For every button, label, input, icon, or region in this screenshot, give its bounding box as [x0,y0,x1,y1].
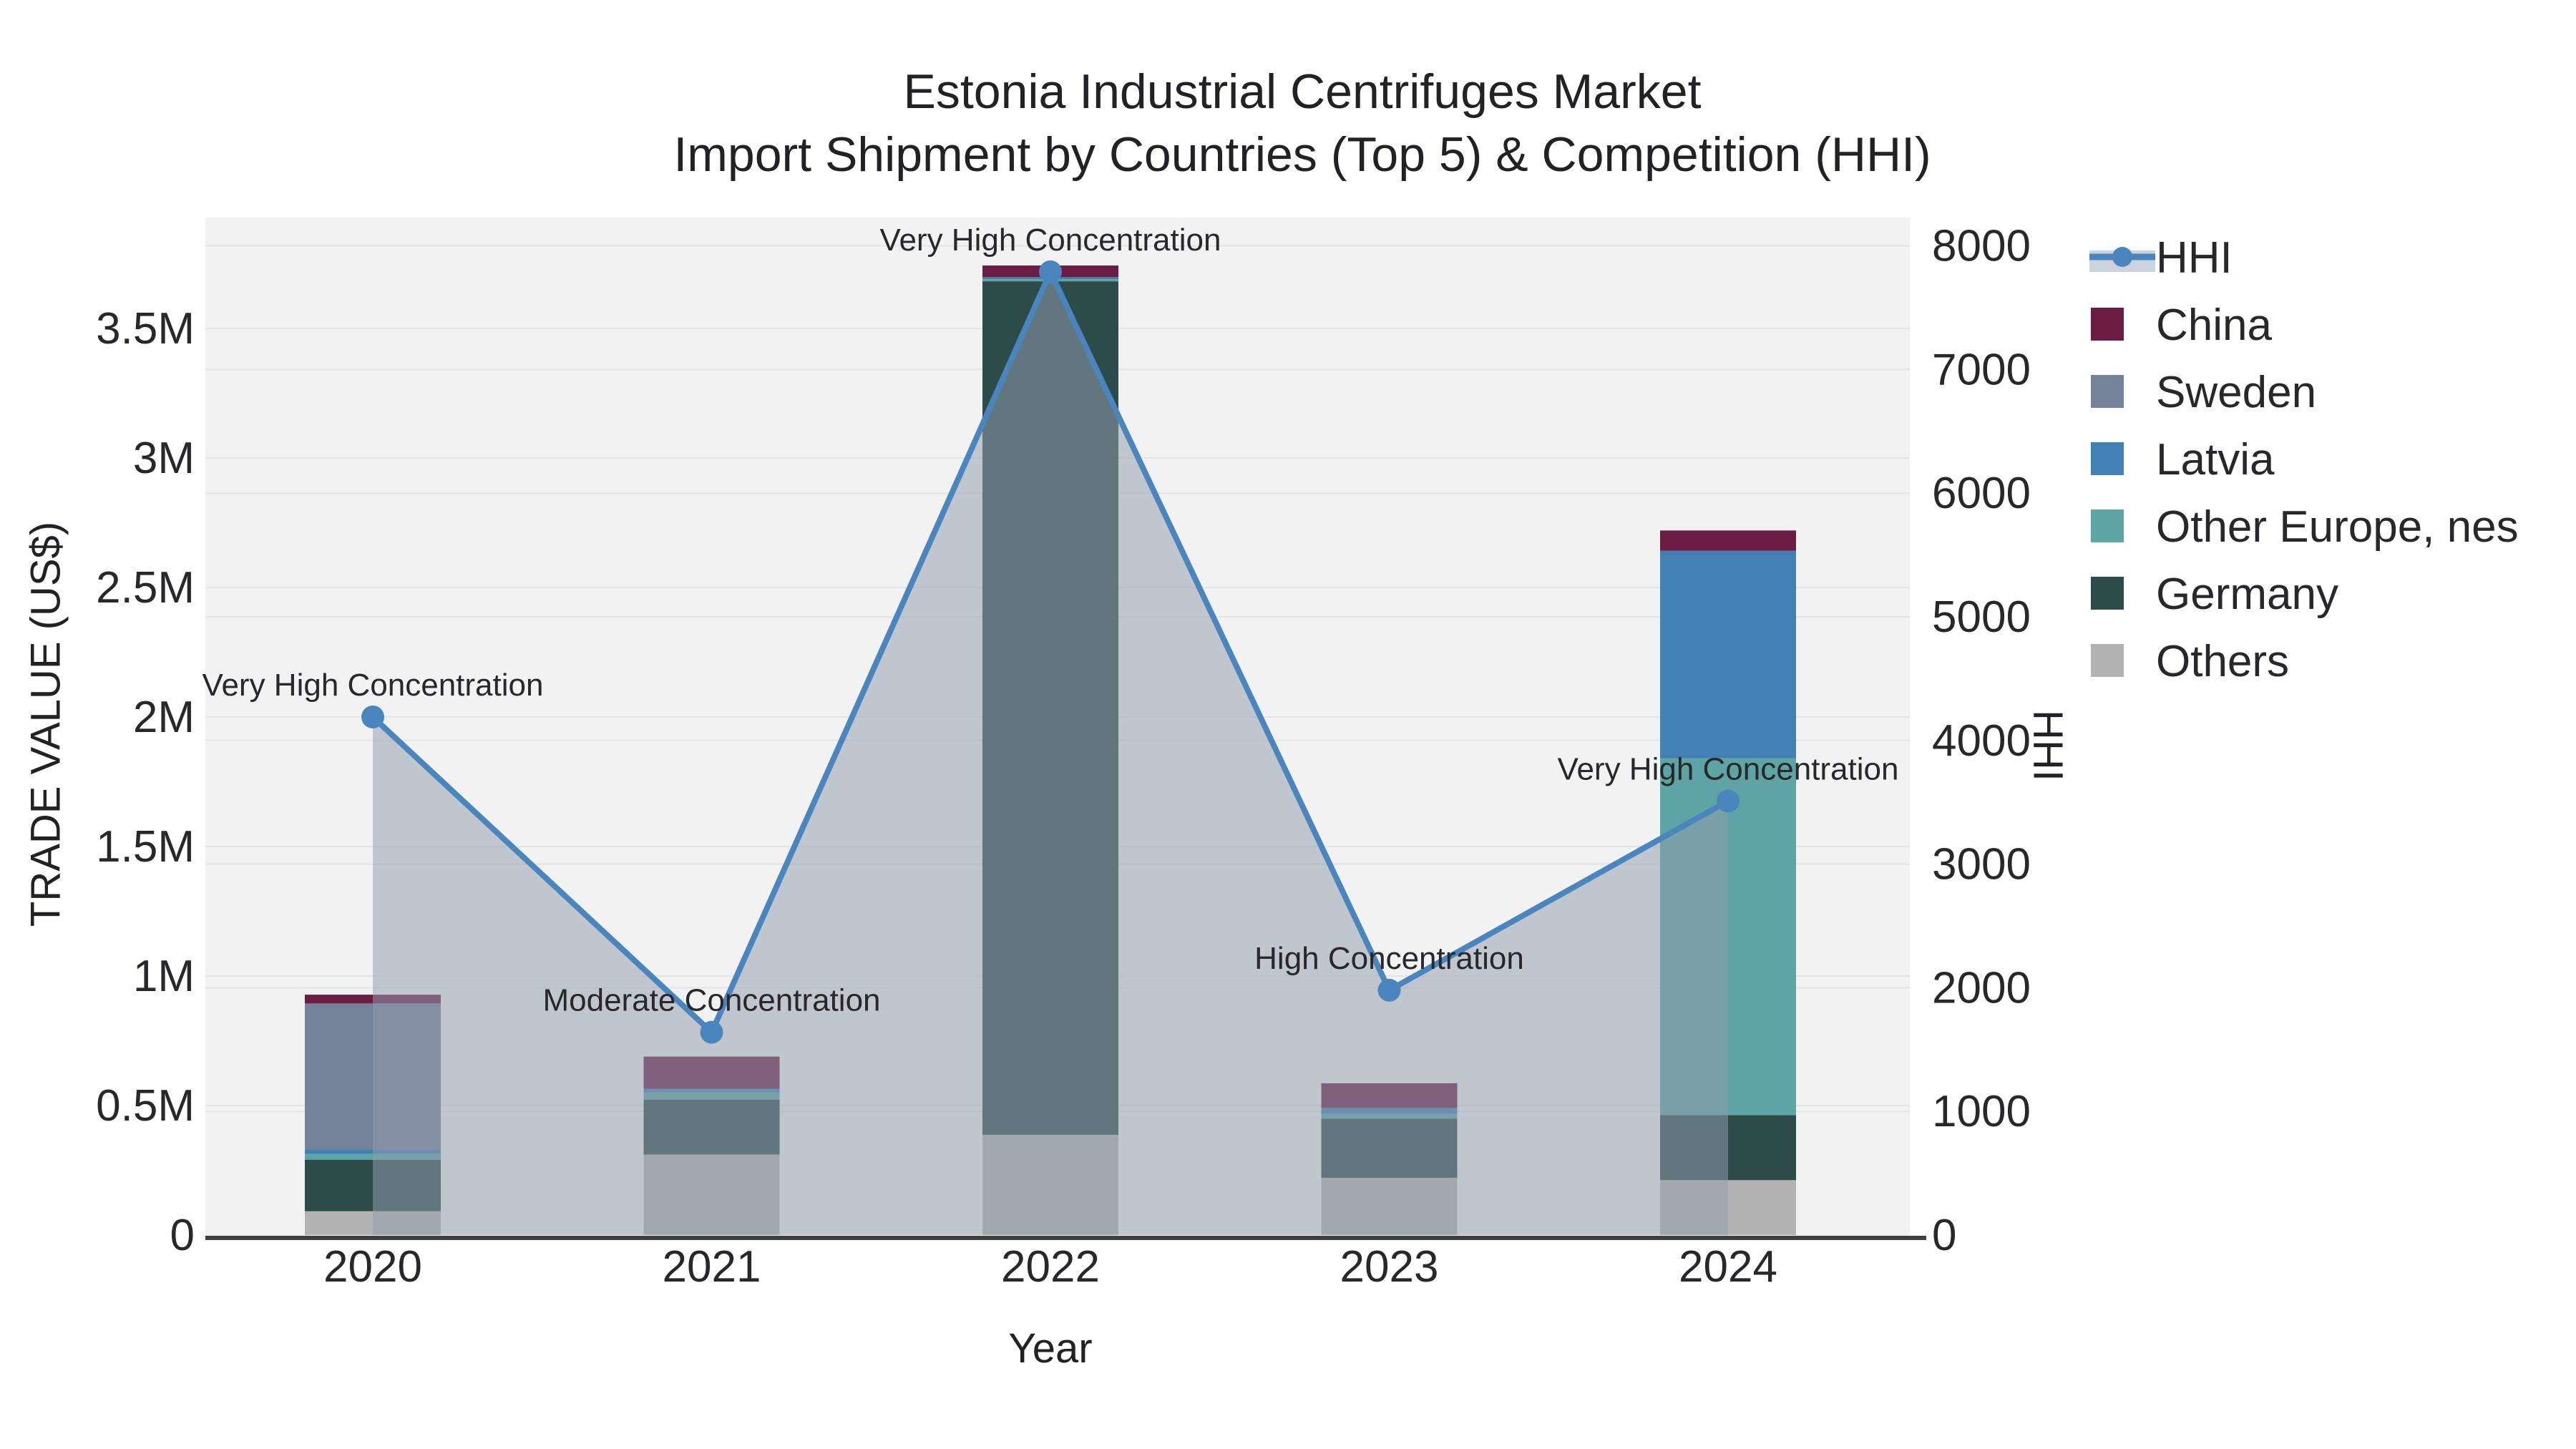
legend-swatch-germany [2091,577,2124,610]
y-left-tick: 2M [133,693,195,742]
legend-swatch-china [2091,308,2124,341]
legend-label: Germany [2156,570,2338,619]
y-right-tick: 6000 [1932,469,2031,518]
legend-label: Latvia [2156,435,2275,484]
y-right-tick: 2000 [1932,963,2031,1013]
x-tick-2023: 2023 [1340,1242,1439,1292]
y-right-tick: 8000 [1932,222,2031,271]
y-right-tick: 0 [1932,1211,1956,1260]
hhi-marker-2024[interactable] [1717,789,1740,813]
y-right-tick: 3000 [1932,840,2031,889]
y-left-tick: 2.5M [96,563,195,613]
annotation-2022: Very High Concentration [880,223,1221,258]
y-left-tick: 3M [133,434,195,483]
chart-title-line2: Import Shipment by Countries (Top 5) & C… [673,127,1931,182]
bar-2024-latvia[interactable] [1660,550,1796,758]
legend-label: Sweden [2156,368,2316,417]
legend-swatch-sweden [2091,375,2124,408]
y-right-tick: 7000 [1932,345,2031,394]
chart-title: Estonia Industrial Centrifuges Market Im… [673,60,1931,186]
legend-item-sweden[interactable]: Sweden [2091,368,2316,417]
y-left-tick: 0 [170,1211,195,1260]
legend-label: Others [2156,637,2289,686]
y-left-tick: 1M [133,952,195,1001]
annotation-2023: High Concentration [1254,941,1524,976]
legend-item-hhi[interactable]: HHI [2089,233,2233,283]
hhi-marker-2023[interactable] [1377,978,1401,1002]
y-right-tick: 1000 [1932,1087,2031,1136]
legend-item-others[interactable]: Others [2091,637,2289,686]
legend-label: Other Europe, nes [2156,502,2519,552]
x-tick-2020: 2020 [323,1242,422,1292]
legend-swatch-other-europe-nes [2091,509,2124,542]
legend-label: China [2156,301,2273,350]
hhi-marker-2022[interactable] [1039,260,1062,283]
legend-item-germany[interactable]: Germany [2091,570,2338,619]
legend-swatch-others [2091,644,2124,677]
y-left-tick: 1.5M [96,822,195,872]
x-axis-line [205,1236,1926,1240]
chart-title-line1: Estonia Industrial Centrifuges Market [903,64,1702,119]
legend-label: HHI [2156,233,2233,283]
annotation-2024: Very High Concentration [1558,751,1899,786]
x-tick-2022: 2022 [1001,1242,1100,1292]
legend-hhi-marker-swatch [2112,247,2132,267]
bar-2024-china[interactable] [1660,530,1796,551]
legend-swatch-latvia [2091,442,2124,475]
x-tick-2021: 2021 [663,1242,761,1292]
hhi-marker-2021[interactable] [700,1020,723,1044]
legend-item-china[interactable]: China [2091,301,2273,350]
x-axis-title: Year [1008,1325,1093,1372]
legend-item-latvia[interactable]: Latvia [2091,435,2275,484]
annotation-2020: Very High Concentration [203,668,544,703]
hhi-marker-2020[interactable] [361,705,384,728]
legend-item-other-europe-nes[interactable]: Other Europe, nes [2091,502,2519,552]
y-left-tick: 3.5M [96,304,195,353]
y-right-tick: 5000 [1932,592,2031,642]
y-left-tick: 0.5M [96,1081,195,1131]
y-right-tick: 4000 [1932,716,2031,766]
x-tick-2024: 2024 [1679,1242,1777,1292]
annotation-2021: Moderate Concentration [542,983,880,1018]
